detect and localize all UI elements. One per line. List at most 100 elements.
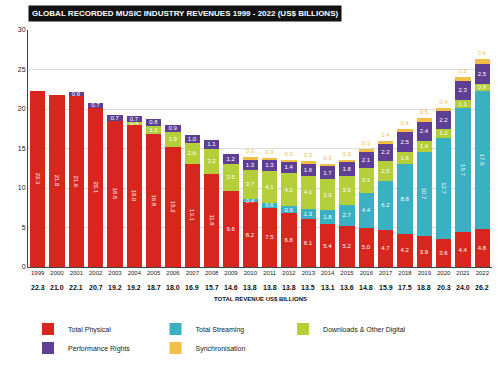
svg-text:4.2: 4.2 bbox=[284, 187, 293, 193]
svg-text:21.6: 21.6 bbox=[73, 176, 79, 188]
svg-text:1.8: 1.8 bbox=[342, 166, 351, 172]
svg-text:19.2: 19.2 bbox=[127, 284, 141, 291]
svg-text:2001: 2001 bbox=[70, 270, 84, 276]
svg-text:Performance Rights: Performance Rights bbox=[68, 345, 130, 353]
svg-text:17.5: 17.5 bbox=[398, 284, 412, 291]
svg-text:10: 10 bbox=[18, 184, 26, 191]
svg-text:1.2: 1.2 bbox=[226, 156, 235, 162]
svg-text:0.9: 0.9 bbox=[284, 207, 293, 213]
svg-text:11.8: 11.8 bbox=[209, 214, 215, 226]
svg-text:0.4: 0.4 bbox=[439, 99, 448, 105]
svg-text:13.8: 13.8 bbox=[282, 284, 296, 291]
svg-text:15.7: 15.7 bbox=[205, 284, 219, 291]
svg-text:0.3: 0.3 bbox=[284, 151, 293, 157]
svg-text:26.2: 26.2 bbox=[475, 284, 489, 291]
svg-text:4.4: 4.4 bbox=[362, 207, 371, 213]
svg-text:24.0: 24.0 bbox=[456, 284, 470, 291]
svg-text:3.1: 3.1 bbox=[362, 177, 371, 183]
svg-text:TOTAL REVENUE US$ BILLIONS: TOTAL REVENUE US$ BILLIONS bbox=[214, 296, 307, 302]
svg-text:2.2: 2.2 bbox=[381, 149, 390, 155]
svg-text:2021: 2021 bbox=[456, 270, 470, 276]
svg-text:0.6: 0.6 bbox=[265, 202, 274, 208]
svg-text:2012: 2012 bbox=[282, 270, 296, 276]
svg-text:4.7: 4.7 bbox=[381, 245, 390, 251]
svg-text:21.8: 21.8 bbox=[54, 175, 60, 187]
svg-text:3.7: 3.7 bbox=[246, 181, 255, 187]
svg-text:13.8: 13.8 bbox=[243, 284, 257, 291]
svg-text:15.2: 15.2 bbox=[170, 201, 176, 213]
svg-text:5.4: 5.4 bbox=[323, 243, 332, 249]
svg-text:1.4: 1.4 bbox=[420, 143, 429, 149]
svg-text:20.3: 20.3 bbox=[437, 284, 451, 291]
svg-text:3.5: 3.5 bbox=[226, 174, 235, 180]
svg-text:0.4: 0.4 bbox=[130, 120, 139, 126]
svg-text:14.8: 14.8 bbox=[359, 284, 373, 291]
svg-text:19.2: 19.2 bbox=[108, 284, 122, 291]
svg-text:1.1: 1.1 bbox=[207, 141, 216, 147]
svg-text:25: 25 bbox=[18, 66, 26, 73]
svg-text:1.9: 1.9 bbox=[168, 136, 177, 142]
svg-text:0.4: 0.4 bbox=[400, 120, 409, 126]
svg-text:2002: 2002 bbox=[89, 270, 103, 276]
svg-text:1.2: 1.2 bbox=[439, 130, 448, 136]
svg-text:2005: 2005 bbox=[147, 270, 161, 276]
svg-text:2008: 2008 bbox=[205, 270, 219, 276]
svg-text:2017: 2017 bbox=[379, 270, 393, 276]
svg-text:20.1: 20.1 bbox=[93, 181, 99, 193]
svg-text:3.2: 3.2 bbox=[207, 158, 216, 164]
svg-text:1.3: 1.3 bbox=[304, 211, 313, 217]
svg-text:1.1: 1.1 bbox=[149, 127, 158, 133]
svg-text:6.2: 6.2 bbox=[381, 202, 390, 208]
svg-text:2000: 2000 bbox=[50, 270, 64, 276]
svg-text:4.1: 4.1 bbox=[265, 184, 274, 190]
svg-text:9.6: 9.6 bbox=[226, 226, 235, 232]
svg-text:1.0: 1.0 bbox=[188, 136, 197, 142]
svg-text:22.3: 22.3 bbox=[31, 284, 45, 291]
svg-text:12.7: 12.7 bbox=[441, 182, 447, 194]
svg-text:1.3: 1.3 bbox=[246, 162, 255, 168]
svg-text:18.0: 18.0 bbox=[166, 284, 180, 291]
svg-text:2.1: 2.1 bbox=[362, 157, 371, 163]
svg-text:2011: 2011 bbox=[263, 270, 277, 276]
svg-text:15.9: 15.9 bbox=[379, 284, 393, 291]
svg-text:1.6: 1.6 bbox=[304, 167, 313, 173]
svg-text:7.5: 7.5 bbox=[265, 234, 274, 240]
svg-text:2013: 2013 bbox=[302, 270, 316, 276]
svg-text:1.7: 1.7 bbox=[323, 170, 332, 176]
svg-text:0.4: 0.4 bbox=[381, 132, 390, 138]
svg-text:2007: 2007 bbox=[186, 270, 200, 276]
svg-text:3.9: 3.9 bbox=[420, 249, 429, 255]
svg-text:2016: 2016 bbox=[360, 270, 374, 276]
svg-text:0.6: 0.6 bbox=[72, 91, 81, 97]
svg-text:2009: 2009 bbox=[224, 270, 238, 276]
svg-text:0.7: 0.7 bbox=[110, 115, 119, 121]
svg-text:20.7: 20.7 bbox=[89, 284, 103, 291]
svg-text:2.5: 2.5 bbox=[400, 139, 409, 145]
svg-text:0.9: 0.9 bbox=[478, 84, 487, 90]
svg-text:0.9: 0.9 bbox=[168, 125, 177, 131]
svg-text:2019: 2019 bbox=[418, 270, 432, 276]
svg-text:2.2: 2.2 bbox=[439, 117, 448, 123]
svg-text:0.3: 0.3 bbox=[342, 151, 351, 157]
svg-text:15.7: 15.7 bbox=[460, 164, 466, 176]
svg-text:4.1: 4.1 bbox=[304, 189, 313, 195]
svg-text:2.7: 2.7 bbox=[342, 212, 351, 218]
svg-text:18.8: 18.8 bbox=[417, 284, 431, 291]
svg-text:Synchronisation: Synchronisation bbox=[196, 345, 246, 353]
svg-text:21.0: 21.0 bbox=[50, 284, 64, 291]
svg-text:4.8: 4.8 bbox=[478, 245, 487, 251]
svg-text:18.0: 18.0 bbox=[131, 190, 137, 202]
svg-text:2022: 2022 bbox=[476, 270, 490, 276]
svg-text:0.5: 0.5 bbox=[458, 68, 467, 74]
svg-text:16.8: 16.8 bbox=[151, 194, 157, 206]
svg-text:6.8: 6.8 bbox=[284, 237, 293, 243]
svg-text:2.6: 2.6 bbox=[188, 150, 197, 156]
svg-text:3.6: 3.6 bbox=[342, 187, 351, 193]
svg-text:Total Physical: Total Physical bbox=[68, 326, 111, 334]
svg-text:0.3: 0.3 bbox=[323, 155, 332, 161]
svg-text:13.6: 13.6 bbox=[340, 284, 354, 291]
svg-text:13.1: 13.1 bbox=[321, 284, 335, 291]
svg-text:2.3: 2.3 bbox=[458, 87, 467, 93]
svg-text:GLOBAL RECORDED MUSIC INDUSTRY: GLOBAL RECORDED MUSIC INDUSTRY REVENUES … bbox=[32, 9, 338, 18]
svg-text:1.6: 1.6 bbox=[400, 155, 409, 161]
